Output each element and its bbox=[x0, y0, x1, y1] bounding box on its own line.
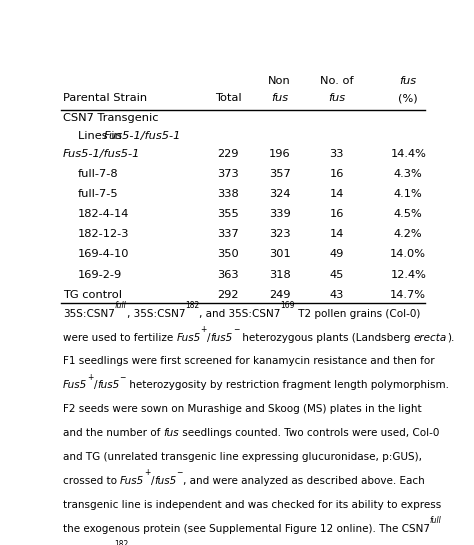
Text: /: / bbox=[207, 332, 210, 342]
Text: −: − bbox=[233, 325, 239, 334]
Text: 339: 339 bbox=[269, 209, 291, 219]
Text: 323: 323 bbox=[269, 229, 291, 239]
Text: 35S:CSN7: 35S:CSN7 bbox=[63, 308, 115, 319]
Text: Parental Strain: Parental Strain bbox=[63, 93, 147, 104]
Text: and TG (unrelated transgenic line expressing glucuronidase, p:GUS),: and TG (unrelated transgenic line expres… bbox=[63, 452, 422, 462]
Text: transgenic line is independent and was checked for its ability to express: transgenic line is independent and was c… bbox=[63, 500, 441, 510]
Text: were used to fertilize: were used to fertilize bbox=[63, 332, 176, 342]
Text: 14.4%: 14.4% bbox=[390, 149, 426, 159]
Text: 49: 49 bbox=[329, 250, 344, 259]
Text: 16: 16 bbox=[329, 169, 344, 179]
Text: F1 seedlings were first screened for kanamycin resistance and then for: F1 seedlings were first screened for kan… bbox=[63, 356, 435, 366]
Text: heterozygous plants (Landsberg: heterozygous plants (Landsberg bbox=[239, 332, 414, 342]
Text: and the number of: and the number of bbox=[63, 428, 164, 438]
Text: fus: fus bbox=[164, 428, 179, 438]
Text: heterozygosity by restriction fragment length polymorphism.: heterozygosity by restriction fragment l… bbox=[126, 380, 449, 390]
Text: 16: 16 bbox=[329, 209, 344, 219]
Text: full: full bbox=[430, 516, 442, 525]
Text: 33: 33 bbox=[329, 149, 344, 159]
Text: Fus5-1/fus5-1: Fus5-1/fus5-1 bbox=[63, 149, 140, 159]
Text: Fus5-1/fus5-1: Fus5-1/fus5-1 bbox=[104, 131, 182, 141]
Text: (%): (%) bbox=[399, 93, 418, 104]
Text: 14: 14 bbox=[329, 229, 344, 239]
Text: 182: 182 bbox=[114, 540, 128, 545]
Text: −: − bbox=[119, 373, 126, 382]
Text: CSN7 Transgenic: CSN7 Transgenic bbox=[63, 113, 158, 123]
Text: , and were analyzed as described above. Each: , and were analyzed as described above. … bbox=[183, 476, 425, 486]
Text: 301: 301 bbox=[269, 250, 291, 259]
Text: 324: 324 bbox=[269, 189, 291, 199]
Text: fus: fus bbox=[400, 76, 417, 86]
Text: , and 35S:CSN7: , and 35S:CSN7 bbox=[199, 308, 281, 319]
Text: , 35S:CSN7: , 35S:CSN7 bbox=[127, 308, 185, 319]
Text: F2 seeds were sown on Murashige and Skoog (MS) plates in the light: F2 seeds were sown on Murashige and Skoo… bbox=[63, 404, 421, 414]
Text: 318: 318 bbox=[269, 270, 291, 280]
Text: 4.2%: 4.2% bbox=[394, 229, 422, 239]
Text: 169-2-9: 169-2-9 bbox=[78, 270, 122, 280]
Text: erecta: erecta bbox=[414, 332, 447, 342]
Text: 14.7%: 14.7% bbox=[390, 289, 426, 300]
Text: 357: 357 bbox=[269, 169, 291, 179]
Text: /: / bbox=[93, 380, 97, 390]
Text: 350: 350 bbox=[218, 250, 239, 259]
Text: +: + bbox=[145, 469, 151, 477]
Text: 43: 43 bbox=[329, 289, 344, 300]
Text: 355: 355 bbox=[218, 209, 239, 219]
Text: +: + bbox=[201, 325, 207, 334]
Text: 4.1%: 4.1% bbox=[394, 189, 423, 199]
Text: seedlings counted. Two controls were used, Col-0: seedlings counted. Two controls were use… bbox=[179, 428, 439, 438]
Text: fus: fus bbox=[271, 93, 288, 104]
Text: 337: 337 bbox=[218, 229, 239, 239]
Text: −: − bbox=[176, 469, 183, 477]
Text: 363: 363 bbox=[218, 270, 239, 280]
Text: fus: fus bbox=[328, 93, 345, 104]
Text: the exogenous protein (see Supplemental Figure 12 online). The CSN7: the exogenous protein (see Supplemental … bbox=[63, 524, 430, 534]
Text: Non: Non bbox=[268, 76, 291, 86]
Text: 229: 229 bbox=[218, 149, 239, 159]
Text: No. of: No. of bbox=[320, 76, 354, 86]
Text: Fus5: Fus5 bbox=[63, 380, 87, 390]
Text: 4.5%: 4.5% bbox=[394, 209, 423, 219]
Text: 182: 182 bbox=[185, 301, 199, 310]
Text: fus5: fus5 bbox=[155, 476, 176, 486]
Text: fus5: fus5 bbox=[210, 332, 233, 342]
Text: +: + bbox=[87, 373, 93, 382]
Text: full-7-8: full-7-8 bbox=[78, 169, 118, 179]
Text: crossed to: crossed to bbox=[63, 476, 120, 486]
Text: 249: 249 bbox=[269, 289, 291, 300]
Text: 169-4-10: 169-4-10 bbox=[78, 250, 129, 259]
Text: /: / bbox=[151, 476, 155, 486]
Text: 14.0%: 14.0% bbox=[390, 250, 426, 259]
Text: 169: 169 bbox=[281, 301, 295, 310]
Text: 338: 338 bbox=[218, 189, 239, 199]
Text: 4.3%: 4.3% bbox=[394, 169, 423, 179]
Text: 45: 45 bbox=[329, 270, 344, 280]
Text: 182-4-14: 182-4-14 bbox=[78, 209, 129, 219]
Text: 373: 373 bbox=[218, 169, 239, 179]
Text: Lines in: Lines in bbox=[78, 131, 125, 141]
Text: full-7-5: full-7-5 bbox=[78, 189, 118, 199]
Text: fus5: fus5 bbox=[97, 380, 119, 390]
Text: 196: 196 bbox=[269, 149, 291, 159]
Text: Total: Total bbox=[215, 93, 242, 104]
Text: Fus5: Fus5 bbox=[176, 332, 201, 342]
Text: Fus5: Fus5 bbox=[120, 476, 145, 486]
Text: ).: ). bbox=[447, 332, 455, 342]
Text: 182-12-3: 182-12-3 bbox=[78, 229, 129, 239]
Text: 12.4%: 12.4% bbox=[390, 270, 426, 280]
Text: full: full bbox=[115, 301, 127, 310]
Text: 292: 292 bbox=[218, 289, 239, 300]
Text: 14: 14 bbox=[329, 189, 344, 199]
Text: TG control: TG control bbox=[63, 289, 122, 300]
Text: T2 pollen grains (Col-0): T2 pollen grains (Col-0) bbox=[295, 308, 420, 319]
